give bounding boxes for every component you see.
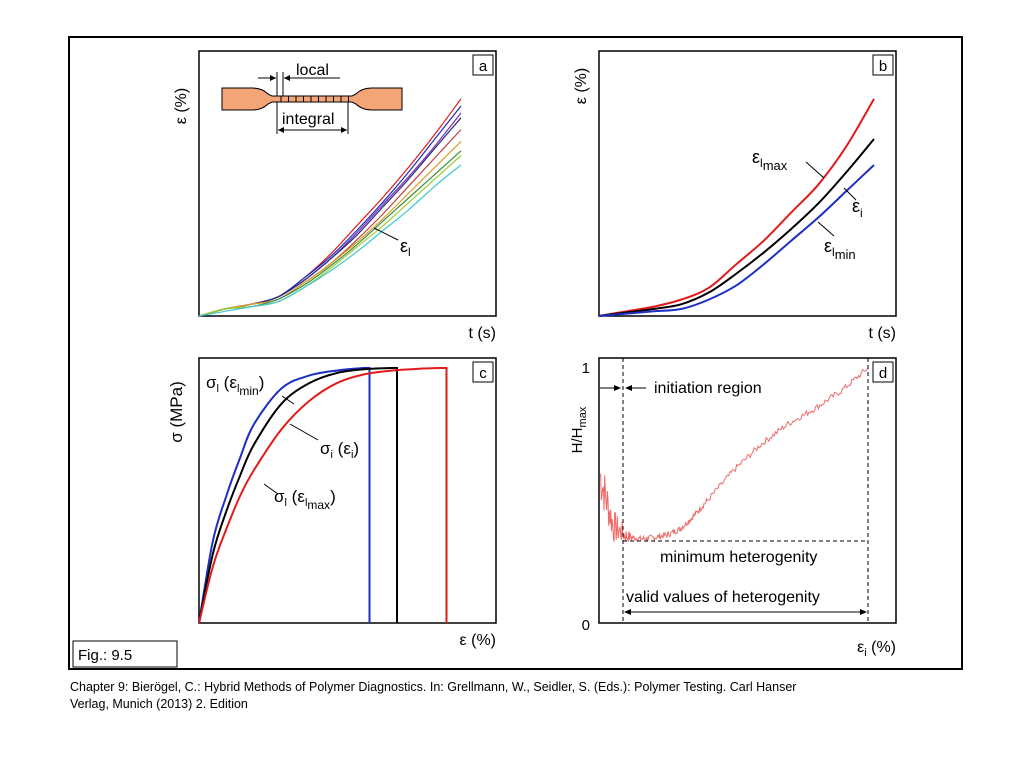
sigma-i-label: σi (εi) [320,439,359,461]
valid-arrowhead-right [860,609,867,615]
sigma-l-max-leader [263,483,279,495]
panel-b-series-line-2 [598,138,875,317]
specimen-inset: local integral [221,62,403,134]
initiation-arrowhead-right [625,385,632,391]
panel-d-series [599,367,869,543]
sigma-l-min-leader [281,395,295,405]
panel-a-ylabel: ε (%) [173,88,190,124]
eps-i-label: εi [852,196,863,220]
ytick-1: 1 [582,360,590,377]
panel-a-series-line-5 [198,129,462,317]
valid-label: valid values of heterogenity [626,589,820,606]
panel-b-series-line-3 [598,164,875,317]
ytick-0: 0 [582,617,590,634]
panel-a-series-line-2 [198,105,462,317]
figure-frame [68,36,963,670]
panel-d-label: d [879,365,887,382]
caption: Chapter 9: Bierögel, C.: Hybrid Methods … [70,679,1000,713]
figure-label-box [72,640,178,668]
panel-c-series-line-1 [198,366,371,624]
panel-a-xlabel: t (s) [468,325,496,342]
panel-c-series [198,366,448,624]
integral-arrowhead-left [278,127,284,133]
initiation-arrowhead-left [614,385,621,391]
panel-c-xlabel: ε (%) [460,632,496,649]
sigma-l-max-label: σl (εlmax) [274,487,336,512]
epsilon-l-leader [373,227,399,241]
panel-d-heterogeneity-trace [599,367,869,543]
panel-d-frame [598,357,897,624]
panel-a: a local integral εl ε (%) t (s) [173,50,497,342]
integral-arrowhead-right [341,127,347,133]
panel-a-series-line-1 [198,98,462,317]
panel-d: d initiation region minimum heterogenity… [569,357,897,659]
panel-a-label: a [479,58,488,75]
panel-c-series-line-3 [198,366,448,624]
panel-c-label-box [472,361,494,383]
integral-label: integral [282,111,334,128]
valid-arrowhead-left [624,609,631,615]
minimum-label: minimum heterogenity [660,549,817,566]
panel-a-label-box [472,54,494,76]
eps-i-leader [843,187,857,201]
figure-label: Fig.: 9.5 [78,647,132,664]
panel-a-series-line-9 [198,164,462,317]
panel-a-series-line-4 [198,117,462,317]
panel-b-series-line-1 [598,98,875,317]
panel-a-series [198,98,462,317]
epsilon-l-label: εl [400,236,411,259]
panel-b-series [598,98,875,317]
panel-b-ylabel: ε (%) [573,68,590,104]
panel-c-label: c [479,365,487,382]
panel-b-label-box [872,54,894,76]
caption-line-1: Chapter 9: Bierögel, C.: Hybrid Methods … [70,680,797,694]
caption-line-2: Verlag, Munich (2013) 2. Edition [70,697,248,711]
specimen-shape [221,87,403,111]
initiation-label: initiation region [654,380,762,397]
panel-b-frame [598,50,897,317]
panel-d-label-box [872,361,894,383]
sigma-i-leader [289,423,319,441]
local-arrowhead-right [284,75,290,81]
panel-c: c σl (εlmin) σi (εi) σl (εlmax) σ (MPa) … [167,357,497,649]
eps-lmax-label: εlmax [752,147,788,173]
local-label: local [296,62,329,79]
panel-b-xlabel: t (s) [868,325,896,342]
local-arrowhead-left [270,75,276,81]
panel-a-frame [198,50,497,317]
panel-a-series-line-7 [198,150,462,317]
panel-d-xlabel: εi (%) [857,639,896,659]
panel-c-frame [198,357,497,624]
panel-a-series-line-8 [198,155,462,317]
panel-d-ylabel: H/Hmax [569,406,589,453]
panel-a-series-line-6 [198,140,462,317]
eps-lmax-leader [805,161,825,179]
eps-lmin-leader [817,221,835,237]
panel-c-series-line-2 [198,366,398,624]
panel-b-label: b [879,58,887,75]
specimen-gauge-marks [280,96,349,102]
panel-c-ylabel: σ (MPa) [167,381,186,443]
panel-b: b εlmax εi εlmin ε (%) t (s) [573,50,897,342]
sigma-l-min-label: σl (εlmin) [206,373,264,398]
panel-a-series-line-3 [198,112,462,317]
eps-lmin-label: εlmin [824,236,856,262]
